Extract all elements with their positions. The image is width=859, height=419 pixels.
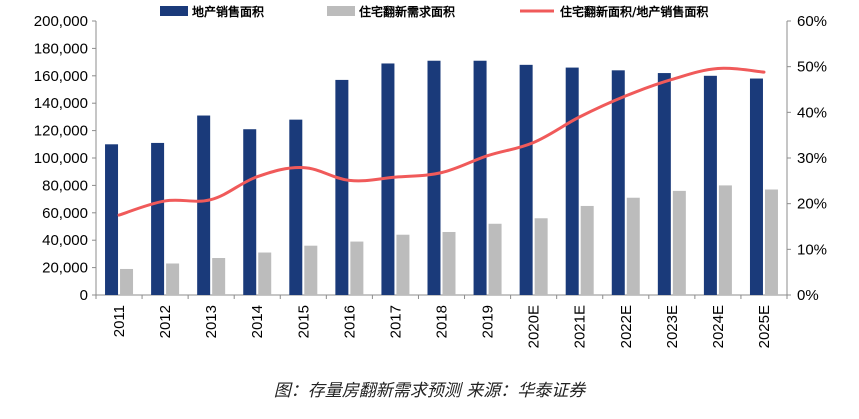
bar-sales-area <box>335 79 349 295</box>
bar-renovation-demand <box>350 241 364 295</box>
bar-renovation-demand <box>718 185 732 295</box>
bar-sales-area <box>473 60 487 296</box>
y-left-tick-label: 100,000 <box>34 150 88 167</box>
x-tick-label: 2021E <box>572 305 589 348</box>
bar-renovation-demand <box>626 197 640 295</box>
y-left-tick-label: 60,000 <box>42 205 88 222</box>
bar-sales-area <box>519 64 533 295</box>
legend-renovation-demand-swatch <box>327 6 355 16</box>
x-tick-label: 2020E <box>526 305 543 348</box>
legend-sales-area-label: 地产销售面积 <box>192 4 264 19</box>
y-right-tick-label: 50% <box>797 59 827 76</box>
bar-renovation-demand <box>304 245 318 295</box>
x-tick-label: 2013 <box>203 305 220 338</box>
x-tick-label: 2019 <box>480 305 497 338</box>
bar-sales-area <box>749 78 763 295</box>
x-tick-label: 2014 <box>249 305 266 338</box>
bar-renovation-demand <box>396 234 410 295</box>
bar-sales-area <box>657 73 671 295</box>
bar-renovation-demand <box>764 189 778 295</box>
x-tick-label: 2018 <box>434 305 451 338</box>
y-left-tick-label: 200,000 <box>34 13 88 30</box>
y-left-tick-label: 20,000 <box>42 260 88 277</box>
bar-sales-area <box>105 144 119 295</box>
y-left-tick-label: 120,000 <box>34 123 88 140</box>
x-tick-label: 2012 <box>157 305 174 338</box>
y-right-tick-label: 40% <box>797 104 827 121</box>
x-tick-label: 2024E <box>710 305 727 348</box>
legend-sales-area-swatch <box>160 6 188 16</box>
bar-sales-area <box>611 70 625 295</box>
bar-renovation-demand <box>672 190 686 295</box>
legend-renovation-demand-label: 住宅翻新需求面积 <box>359 4 455 19</box>
x-tick-label: 2017 <box>387 305 404 338</box>
x-tick-label: 2016 <box>341 305 358 338</box>
bar-renovation-demand <box>258 252 272 295</box>
bar-sales-area <box>427 60 441 296</box>
bar-renovation-demand <box>442 231 456 295</box>
x-tick-label: 2025E <box>756 305 773 348</box>
x-tick-label: 2022E <box>618 305 635 348</box>
x-tick-label: 2015 <box>295 305 312 338</box>
y-left-tick-label: 160,000 <box>34 68 88 85</box>
y-left-tick-label: 180,000 <box>34 40 88 57</box>
bar-renovation-demand <box>212 258 226 295</box>
bar-sales-area <box>565 67 579 295</box>
bar-sales-area <box>197 115 211 295</box>
y-right-tick-label: 60% <box>797 13 827 30</box>
bar-sales-area <box>151 142 165 295</box>
bar-sales-area <box>289 119 303 295</box>
chart-caption: 图：存量房翻新需求预测 来源：华泰证券 <box>273 381 586 401</box>
bar-renovation-demand <box>488 223 502 295</box>
x-tick-label: 2011 <box>111 305 128 337</box>
y-left-tick-label: 0 <box>80 287 88 304</box>
y-right-tick-label: 10% <box>797 241 827 258</box>
bar-renovation-demand <box>580 205 594 295</box>
y-left-tick-label: 40,000 <box>42 232 88 249</box>
bar-renovation-demand <box>166 263 180 295</box>
y-right-tick-label: 20% <box>797 196 827 213</box>
bar-sales-area <box>243 129 257 295</box>
y-left-tick-label: 80,000 <box>42 177 88 194</box>
bar-sales-area <box>703 75 717 295</box>
bar-renovation-demand <box>120 268 134 295</box>
x-tick-label: 2023E <box>664 305 681 348</box>
bar-renovation-demand <box>534 218 548 295</box>
y-right-tick-label: 30% <box>797 150 827 167</box>
legend-renovation-ratio-label: 住宅翻新面积/地产销售面积 <box>560 4 708 19</box>
y-right-tick-label: 0% <box>797 287 819 304</box>
y-left-tick-label: 140,000 <box>34 95 88 112</box>
